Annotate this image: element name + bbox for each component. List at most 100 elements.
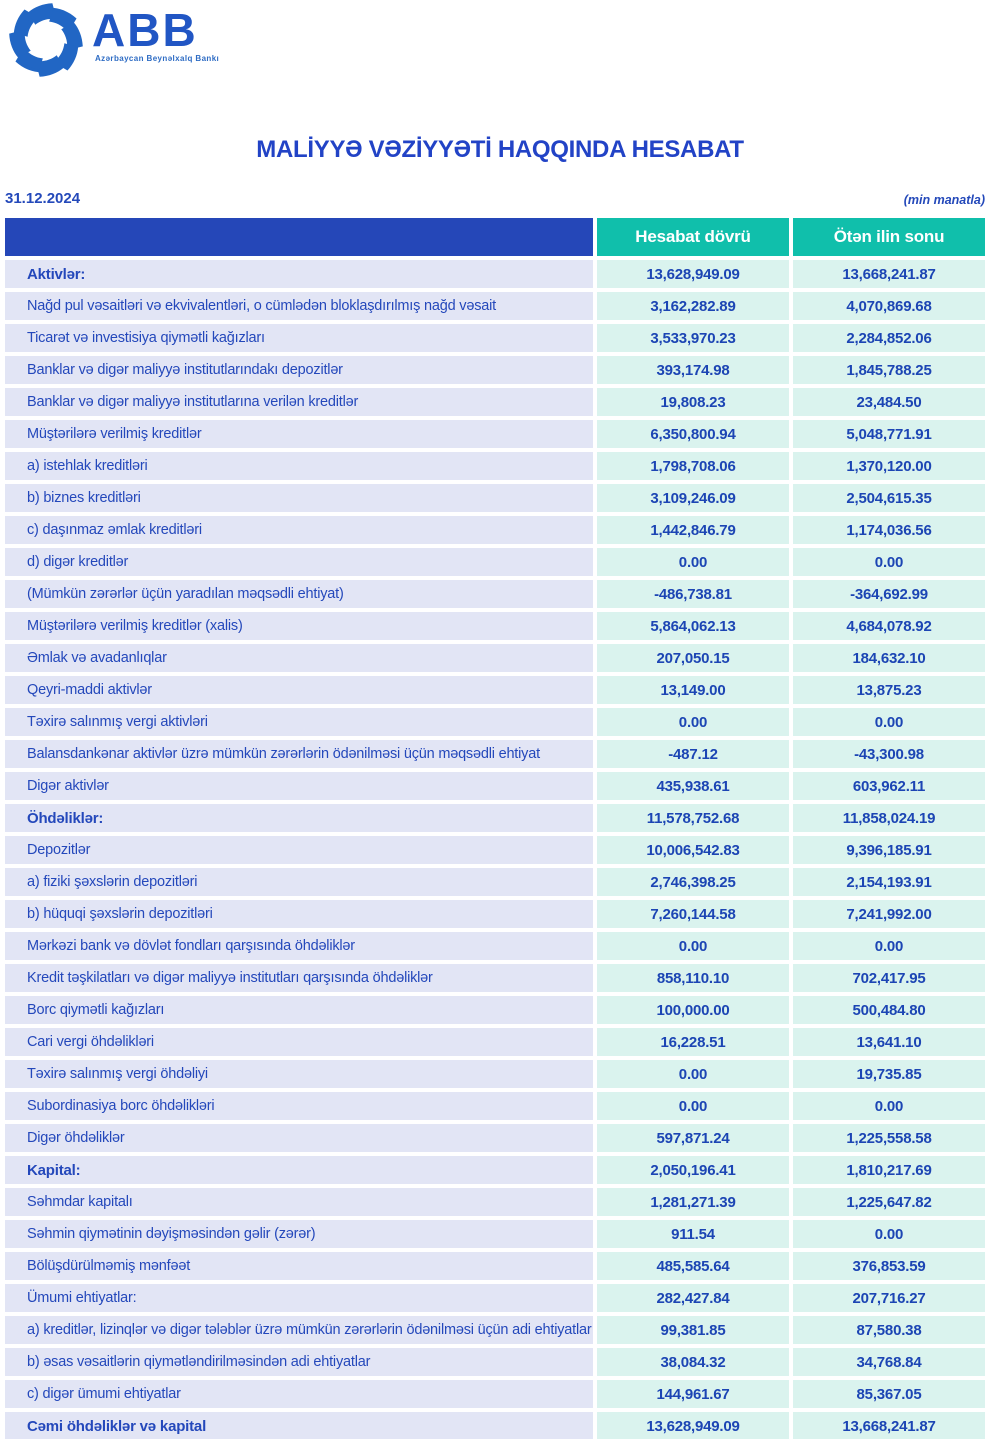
row-label: Kapital:: [5, 1156, 593, 1184]
row-value-previous: 87,580.38: [793, 1316, 985, 1344]
row-label: Cari vergi öhdəlikləri: [5, 1028, 593, 1056]
brand-name: ABB: [92, 4, 198, 56]
row-value-previous: -364,692.99: [793, 580, 985, 608]
row-label: Təxirə salınmış vergi öhdəliyi: [5, 1060, 593, 1088]
row-value-previous: 19,735.85: [793, 1060, 985, 1088]
row-label: Kredit təşkilatları və digər maliyyə ins…: [5, 964, 593, 992]
row-value-current: 2,050,196.41: [597, 1156, 789, 1184]
row-value-previous: 9,396,185.91: [793, 836, 985, 864]
row-value-current: 911.54: [597, 1220, 789, 1248]
row-value-current: 11,578,752.68: [597, 804, 789, 832]
row-label: Balansdankənar aktivlər üzrə mümkün zərə…: [5, 740, 593, 768]
row-label: b) biznes kreditləri: [5, 484, 593, 512]
row-label: Mərkəzi bank və dövlət fondları qarşısın…: [5, 932, 593, 960]
row-value-previous: 2,154,193.91: [793, 868, 985, 896]
row-label: Səhmdar kapitalı: [5, 1188, 593, 1216]
row-value-current: 0.00: [597, 548, 789, 576]
column-header-previous: Ötən ilin sonu: [793, 218, 985, 256]
table-row: Aktivlər: 13,628,949.09 13,668,241.87: [5, 260, 985, 288]
row-value-current: 207,050.15: [597, 644, 789, 672]
row-label: Ümumi ehtiyatlar:: [5, 1284, 593, 1312]
row-value-current: 13,628,949.09: [597, 1412, 789, 1439]
row-value-current: 282,427.84: [597, 1284, 789, 1312]
row-label: Müştərilərə verilmiş kreditlər: [5, 420, 593, 448]
row-value-previous: 1,174,036.56: [793, 516, 985, 544]
row-value-previous: 207,716.27: [793, 1284, 985, 1312]
table-row: b) biznes kreditləri 3,109,246.09 2,504,61…: [5, 484, 985, 512]
page-title: MALİYYƏ VƏZİYYƏTİ HAQQINDA HESABAT: [256, 136, 744, 163]
table-row: Subordinasiya borc öhdəlikləri 0.00 0.00: [5, 1092, 985, 1120]
row-label: c) digər ümumi ehtiyatlar: [5, 1380, 593, 1408]
table-row: Səhmin qiymətinin dəyişməsindən gəlir (z…: [5, 1220, 985, 1248]
row-value-previous: 0.00: [793, 548, 985, 576]
table-row: Balansdankənar aktivlər üzrə mümkün zərə…: [5, 740, 985, 768]
row-label: Bölüşdürülməmiş mənfəət: [5, 1252, 593, 1280]
row-label: Digər aktivlər: [5, 772, 593, 800]
brand-tagline: Azərbaycan Beynəlxalq Bankı: [95, 54, 220, 63]
row-label: b) əsas vəsaitlərin qiymətləndirilməsind…: [5, 1348, 593, 1376]
table-row: Borc qiymətli kağızları 100,000.00 500,484…: [5, 996, 985, 1024]
row-value-previous: 500,484.80: [793, 996, 985, 1024]
row-label: d) digər kreditlər: [5, 548, 593, 576]
table-row: Bölüşdürülməmiş mənfəət 485,585.64 376,853…: [5, 1252, 985, 1280]
row-value-previous: 34,768.84: [793, 1348, 985, 1376]
row-value-current: 858,110.10: [597, 964, 789, 992]
row-value-current: 6,350,800.94: [597, 420, 789, 448]
table-row: Təxirə salınmış vergi aktivləri 0.00 0.00: [5, 708, 985, 736]
row-value-current: 19,808.23: [597, 388, 789, 416]
row-value-current: 3,533,970.23: [597, 324, 789, 352]
table-row: (Mümkün zərərlər üçün yaradılan məqsədli…: [5, 580, 985, 608]
row-value-previous: 184,632.10: [793, 644, 985, 672]
table-row: Cari vergi öhdəlikləri 16,228.51 13,641.10: [5, 1028, 985, 1056]
row-value-current: -486,738.81: [597, 580, 789, 608]
row-label: Müştərilərə verilmiş kreditlər (xalis): [5, 612, 593, 640]
row-value-previous: 7,241,992.00: [793, 900, 985, 928]
row-label: a) kreditlər, lizinqlər və digər tələblə…: [5, 1316, 593, 1344]
row-value-previous: 1,370,120.00: [793, 452, 985, 480]
row-value-current: 0.00: [597, 708, 789, 736]
row-value-current: -487.12: [597, 740, 789, 768]
row-label: Təxirə salınmış vergi aktivləri: [5, 708, 593, 736]
table-body: Aktivlər: 13,628,949.09 13,668,241.87 Nağd …: [5, 260, 985, 1439]
table-row: Kapital: 2,050,196.41 1,810,217.69: [5, 1156, 985, 1184]
table-row: a) istehlak kreditləri 1,798,708.06 1,370,…: [5, 452, 985, 480]
table-row: a) kreditlər, lizinqlər və digər tələblə…: [5, 1316, 985, 1344]
row-value-current: 5,864,062.13: [597, 612, 789, 640]
row-label: c) daşınmaz əmlak kreditləri: [5, 516, 593, 544]
row-label: Əmlak və avadanlıqlar: [5, 644, 593, 672]
row-value-previous: 0.00: [793, 708, 985, 736]
row-label: Aktivlər:: [5, 260, 593, 288]
table-row: Öhdəliklər: 11,578,752.68 11,858,024.19: [5, 804, 985, 832]
table-header-spacer: [5, 218, 593, 256]
row-value-current: 435,938.61: [597, 772, 789, 800]
row-label: Səhmin qiymətinin dəyişməsindən gəlir (z…: [5, 1220, 593, 1248]
table-row: Kredit təşkilatları və digər maliyyə ins…: [5, 964, 985, 992]
table-row: Nağd pul vəsaitləri və ekvivalentləri, o…: [5, 292, 985, 320]
row-label: Depozitlər: [5, 836, 593, 864]
row-value-previous: 0.00: [793, 932, 985, 960]
row-value-current: 13,149.00: [597, 676, 789, 704]
row-label: a) istehlak kreditləri: [5, 452, 593, 480]
table-row: Qeyri-maddi aktivlər 13,149.00 13,875.23: [5, 676, 985, 704]
row-value-previous: 13,875.23: [793, 676, 985, 704]
row-label: Qeyri-maddi aktivlər: [5, 676, 593, 704]
table-row: Mərkəzi bank və dövlət fondları qarşısın…: [5, 932, 985, 960]
table-row: Banklar və digər maliyyə institutlarına …: [5, 388, 985, 416]
column-header-current: Hesabat dövrü: [597, 218, 789, 256]
table-row: c) daşınmaz əmlak kreditləri 1,442,846.79…: [5, 516, 985, 544]
row-value-current: 2,746,398.25: [597, 868, 789, 896]
row-value-previous: 603,962.11: [793, 772, 985, 800]
row-value-previous: 4,070,869.68: [793, 292, 985, 320]
bank-logo: ABB Azərbaycan Beynəlxalq Bankı: [6, 0, 219, 80]
table-row: Ümumi ehtiyatlar: 282,427.84 207,716.27: [5, 1284, 985, 1312]
row-label: Digər öhdəliklər: [5, 1124, 593, 1152]
row-value-previous: 13,641.10: [793, 1028, 985, 1056]
row-value-previous: 13,668,241.87: [793, 1412, 985, 1439]
row-label: Banklar və digər maliyyə institutlarında…: [5, 356, 593, 384]
table-header-row: Hesabat dövrü Ötən ilin sonu: [5, 218, 985, 256]
table-row: Cəmi öhdəliklər və kapital 13,628,949.09 1…: [5, 1412, 985, 1439]
row-label: (Mümkün zərərlər üçün yaradılan məqsədli…: [5, 580, 593, 608]
row-label: Ticarət və investisiya qiymətli kağızlar…: [5, 324, 593, 352]
row-value-previous: -43,300.98: [793, 740, 985, 768]
